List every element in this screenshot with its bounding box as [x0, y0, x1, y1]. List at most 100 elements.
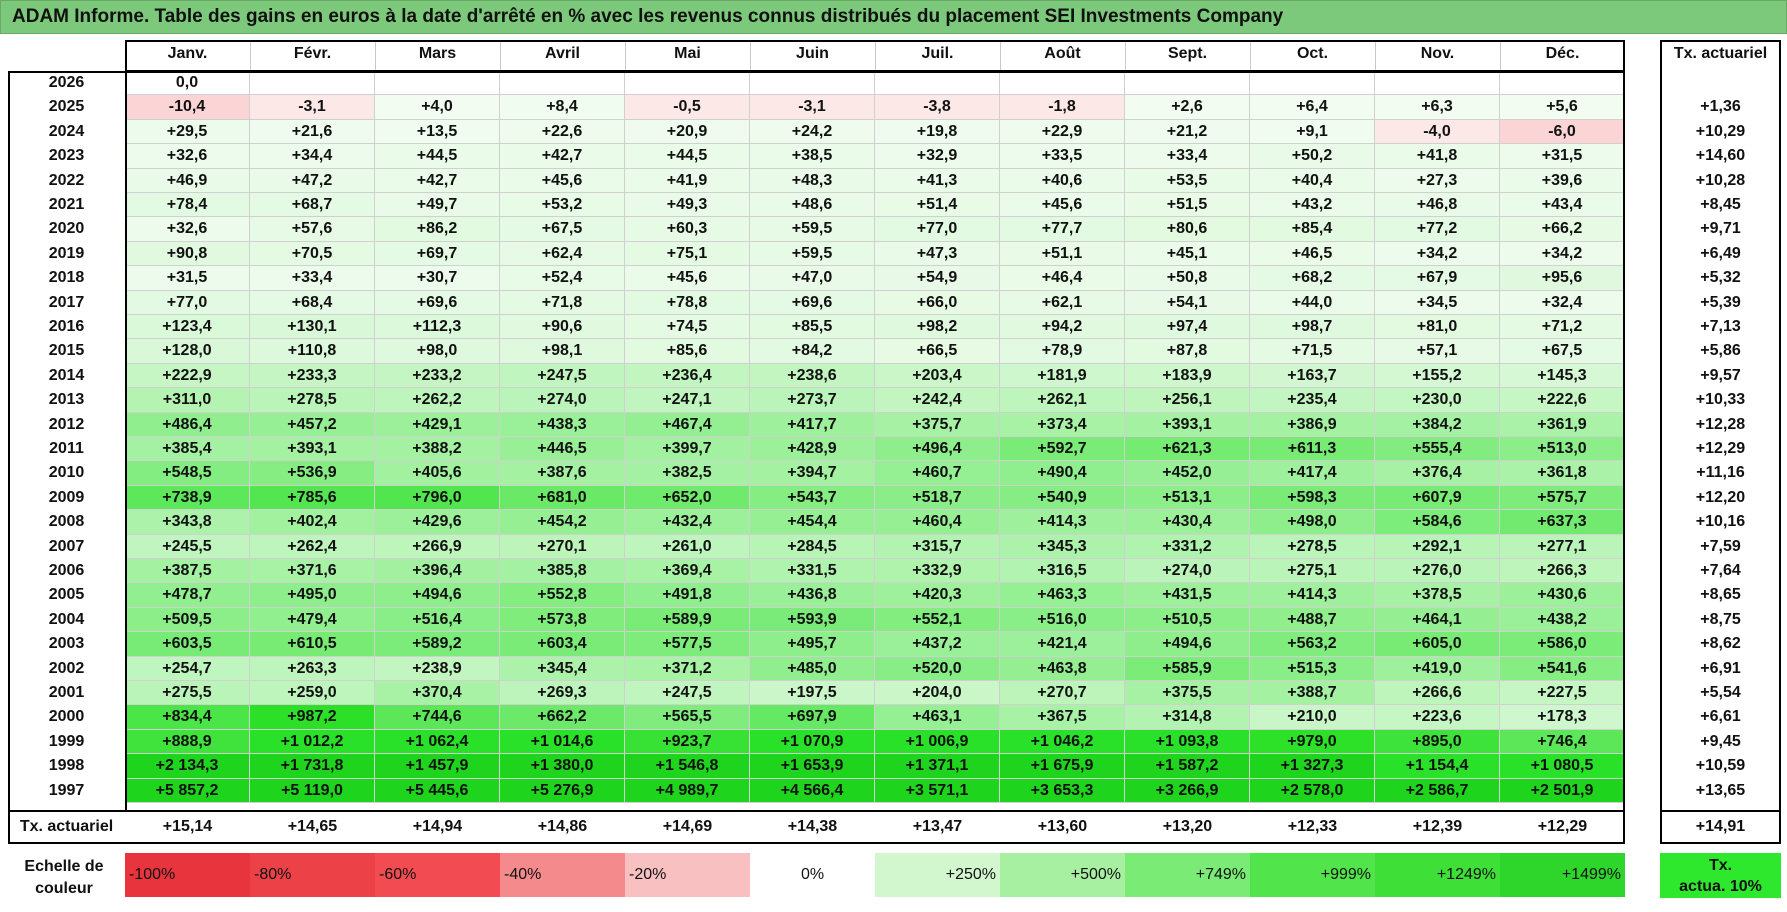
table-cell: +31,5 [1500, 144, 1625, 169]
table-cell: +430,6 [1500, 583, 1625, 608]
table-cell: +33,5 [1000, 144, 1125, 169]
table-cell: +21,2 [1125, 119, 1250, 145]
table-cell: +513,0 [1500, 437, 1625, 462]
table-cell: +589,2 [375, 632, 500, 657]
table-cell: +3 571,1 [875, 778, 1000, 803]
table-cell [1250, 71, 1375, 96]
table-cell: +38,5 [750, 144, 875, 169]
table-cell: +46,8 [1375, 193, 1500, 218]
table-cell: +98,0 [375, 339, 500, 364]
table-cell: +387,6 [500, 461, 625, 486]
table-cell: +110,8 [250, 339, 375, 364]
table-cell: +277,1 [1500, 534, 1625, 559]
table-cell [1375, 71, 1500, 96]
table-cell: +5 857,2 [125, 778, 250, 803]
table-cell: +34,2 [1375, 241, 1500, 267]
table-cell: +80,6 [1125, 217, 1250, 242]
table-cell: +543,7 [750, 485, 875, 511]
table-cell: +68,4 [250, 290, 375, 315]
table-cell: +67,5 [1500, 339, 1625, 364]
totals-cell: +14,65 [287, 818, 338, 835]
table-cell: +454,2 [500, 510, 625, 535]
table-cell: +565,5 [625, 705, 750, 730]
year-label: 2021 [48, 196, 85, 213]
month-header: Sept. [1167, 45, 1208, 62]
year-label: 1998 [48, 757, 85, 775]
table-cell: +90,6 [500, 315, 625, 340]
table-cell: +130,1 [250, 315, 375, 340]
table-cell: +274,0 [500, 388, 625, 413]
table-cell: -3,1 [750, 95, 875, 120]
table-cell: +128,0 [125, 339, 250, 364]
table-cell: +1 371,1 [875, 754, 1000, 779]
table-cell: +274,0 [1125, 559, 1250, 584]
table-cell: +44,5 [375, 144, 500, 169]
table-cell: +1 006,9 [875, 729, 1000, 755]
table-cell: +785,6 [250, 485, 375, 511]
table-cell: +345,4 [500, 656, 625, 681]
table-cell: +3 653,3 [1000, 778, 1125, 803]
column-divider [625, 42, 626, 70]
year-label: 2026 [48, 74, 85, 91]
year-label: 2009 [48, 488, 85, 506]
totals-cell: +14,38 [787, 818, 838, 835]
table-cell: +375,7 [875, 412, 1000, 437]
year-label: 2012 [48, 415, 85, 433]
year-label: 2007 [48, 537, 85, 555]
year-label: 1997 [48, 781, 85, 799]
table-cell: +371,6 [250, 559, 375, 584]
table-cell: +460,4 [875, 510, 1000, 535]
column-divider [1000, 42, 1001, 70]
table-cell: +292,1 [1375, 534, 1500, 559]
table-cell: +163,7 [1250, 363, 1375, 389]
table-cell: +81,0 [1375, 315, 1500, 340]
table-cell: +485,0 [750, 656, 875, 681]
table-cell: 0,0 [125, 71, 250, 96]
table-cell: +34,2 [1500, 241, 1625, 267]
table-cell: +432,4 [625, 510, 750, 535]
table-cell: +387,5 [125, 559, 250, 584]
annual-rate-cell: +9,71 [1700, 220, 1741, 238]
table-cell: +256,1 [1125, 388, 1250, 413]
table-cell: +598,3 [1250, 485, 1375, 511]
table-cell: +51,5 [1125, 193, 1250, 218]
totals-cell: +14,69 [662, 818, 713, 835]
table-cell: -10,4 [125, 95, 250, 120]
color-scale-swatch: +1499% [1500, 853, 1625, 897]
table-cell: +428,9 [750, 437, 875, 462]
totals-cell: +14,86 [537, 818, 588, 835]
table-cell: +77,0 [125, 290, 250, 315]
table-cell: -4,0 [1375, 119, 1500, 145]
annual-rate-cell: +1,36 [1700, 98, 1741, 116]
table-cell: +396,4 [375, 559, 500, 584]
table-cell: +278,5 [250, 388, 375, 413]
month-header: Janv. [167, 45, 208, 62]
table-cell: +393,1 [250, 437, 375, 462]
table-cell: +40,4 [1250, 168, 1375, 193]
table-cell: +585,9 [1125, 656, 1250, 681]
month-header: Juin [796, 45, 829, 62]
table-cell: +70,5 [250, 241, 375, 267]
table-cell: +54,1 [1125, 290, 1250, 315]
table-cell: +48,3 [750, 168, 875, 193]
table-cell: +22,6 [500, 119, 625, 145]
table-cell: +46,9 [125, 168, 250, 193]
year-label: 2016 [48, 318, 85, 335]
table-cell: +32,6 [125, 144, 250, 169]
color-scale-swatch: +1249% [1375, 853, 1500, 897]
table-cell: +20,9 [625, 119, 750, 145]
table-cell: +247,1 [625, 388, 750, 413]
table-cell: +463,1 [875, 705, 1000, 730]
table-cell [1125, 71, 1250, 96]
table-cell: +460,7 [875, 461, 1000, 486]
table-cell: +94,2 [1000, 315, 1125, 340]
table-cell: +262,4 [250, 534, 375, 559]
table-cell: +314,8 [1125, 705, 1250, 730]
table-cell: +371,2 [625, 656, 750, 681]
table-cell: +85,4 [1250, 217, 1375, 242]
table-cell: +331,5 [750, 559, 875, 584]
table-cell: +607,9 [1375, 485, 1500, 511]
month-header: Oct. [1296, 45, 1329, 62]
table-cell: +5 119,0 [250, 778, 375, 803]
table-cell: +51,1 [1000, 241, 1125, 267]
